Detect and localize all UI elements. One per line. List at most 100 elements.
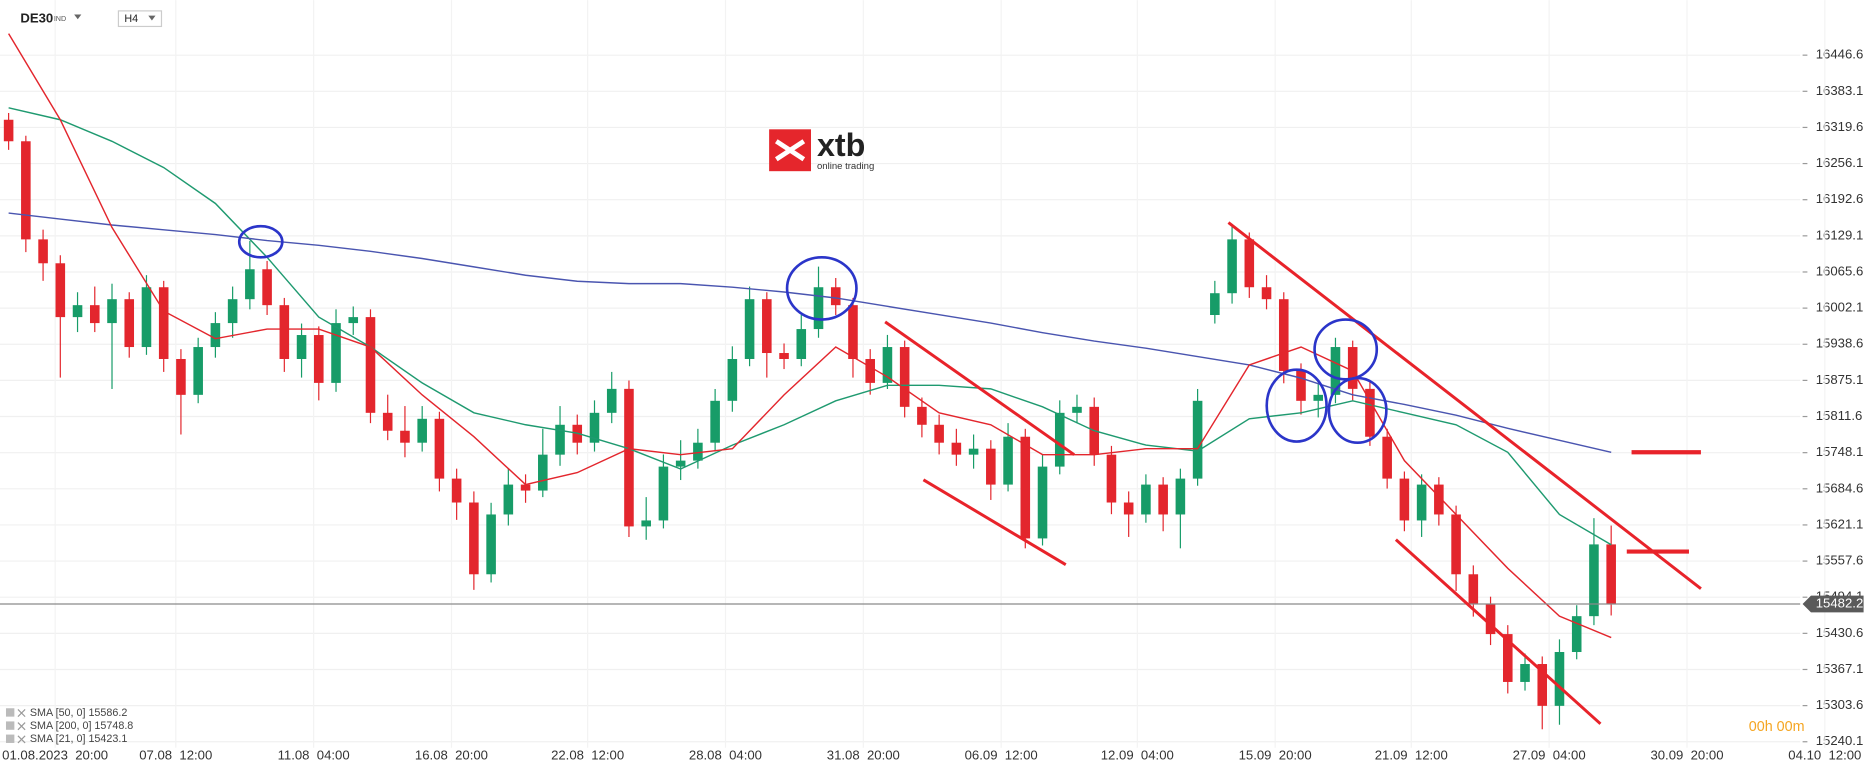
candle-body [1434,484,1444,515]
candle-body [1261,287,1272,300]
candle-body [779,353,789,359]
candle-body [486,514,496,575]
candle-body [1485,604,1496,635]
x-tick-label: 07.08 12:00 [139,748,212,763]
candle-body [469,502,479,575]
dropdown-arrow[interactable] [74,14,82,20]
x-tick-label: 27.09 04:00 [1513,748,1586,763]
candle-body [1072,406,1082,413]
candle-body [710,400,720,443]
candle-body [1227,239,1237,294]
highlight-circle [237,224,284,259]
candle-body [951,442,962,455]
candle-body [675,460,686,467]
candle-body [1192,400,1203,479]
candle-body [1365,388,1375,437]
candle-body [38,239,48,264]
x-tick-label: 04.10 12:00 [1788,748,1861,763]
candle-body [606,388,617,413]
candle-body [899,347,910,407]
candle-body [538,454,548,491]
y-tick-label: 16129.1 [1816,227,1864,242]
candle-body [279,305,290,359]
y-tick-label: 16192.6 [1816,191,1864,206]
candle-body [968,448,979,455]
highlight-circle [1313,318,1379,381]
candle-body [986,448,996,485]
sma-line [8,212,1612,453]
candle-body [21,141,31,240]
legend-label: SMA [21, 0] 15423.1 [30,733,127,745]
logo-name: xtb [817,127,865,163]
candle-body [227,299,238,324]
candle-body [727,358,738,401]
candle-body [1606,544,1616,604]
candle-body [624,388,634,527]
candle-body [1554,652,1565,706]
candle-body [1330,347,1341,395]
candle-body [348,317,359,324]
candle-body [641,520,651,527]
candle-body [158,287,169,359]
circles [237,224,1388,445]
candle-body [193,347,203,395]
candle-body [555,424,565,455]
candle-body [1589,544,1599,617]
logo-x [774,139,806,162]
candle-body [1537,664,1548,706]
x-tick-label: 28.08 04:00 [689,748,762,763]
annotations [884,221,1702,725]
x-tick-label: 11.08 04:00 [278,748,350,763]
candle-body [1399,478,1410,521]
y-tick-label: 15240.1 [1816,733,1864,748]
candle-body [1141,484,1151,515]
candle-body [1347,347,1358,389]
candle-body [331,323,341,383]
candle-body [848,305,858,359]
symbol-type: IND [54,15,66,23]
highlight-circle [1327,376,1388,445]
candle-body [1502,634,1513,682]
sma-line [7,33,1612,639]
y-tick-label: 16002.1 [1816,300,1864,315]
legend-label: SMA [50, 0] 15586.2 [30,707,127,719]
y-tick-label: 15303.6 [1816,697,1864,712]
candle-body [1382,436,1392,479]
legend-close [17,735,26,744]
candle-body [658,466,669,521]
y-tick-label: 15811.6 [1816,408,1863,423]
symbol[interactable]: DE30 [20,11,53,26]
candle-body [934,424,944,443]
header: DE30 IND H4 [20,10,163,28]
y-tick-label: 16065.6 [1816,263,1864,278]
trend-line [884,320,1076,456]
candle-body [1054,412,1065,467]
trend-line [1227,221,1702,590]
candle-body [1020,436,1031,539]
marks: 15482.2 [0,33,1864,730]
x-tick-label: 01.08.2023 20:00 [2,748,108,763]
candle-body [1210,293,1220,316]
candle-body [3,119,14,142]
candle-body [762,299,772,354]
candle-body [1451,514,1461,575]
candle-body [917,406,927,425]
y-tick-label: 15367.1 [1816,661,1864,676]
interval[interactable]: H4 [124,13,138,25]
candle-body [262,269,272,306]
highlight-circle [1265,368,1328,443]
candle-body [865,358,875,383]
legend-close [17,709,26,718]
legend-icon [5,708,15,717]
candle-body [1468,574,1479,605]
y-tick-label: 16256.1 [1816,155,1864,170]
dropdown-arrow[interactable] [148,15,156,21]
candle-body [1037,466,1048,539]
candle-body [882,347,893,383]
candle-body [124,299,135,348]
logo: xtb online trading [769,127,874,172]
interval-box[interactable] [117,10,163,28]
